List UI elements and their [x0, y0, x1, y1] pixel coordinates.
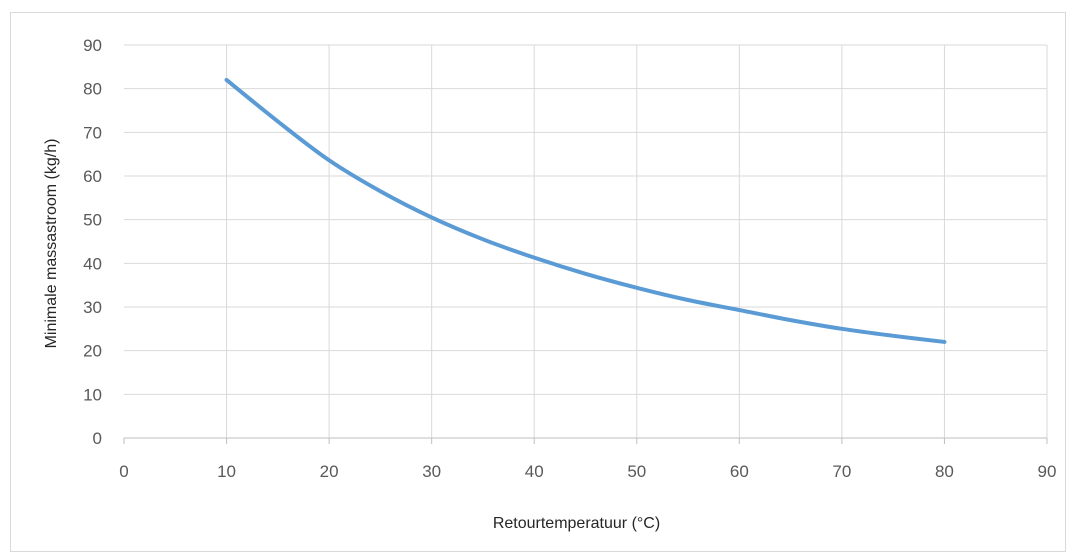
y-tick-label: 10 [83, 385, 102, 404]
y-tick-label: 50 [83, 211, 102, 230]
x-tick-label: 90 [1038, 462, 1057, 481]
x-tick-label: 0 [119, 462, 128, 481]
series-line [224, 77, 947, 344]
gridlines [124, 44, 1048, 438]
x-axis-ticks: 0 10 20 30 40 50 60 70 80 90 [119, 438, 1056, 481]
chart-frame [10, 12, 1066, 552]
x-tick-label: 20 [320, 462, 339, 481]
x-axis-title: Retourtemperatuur (°C) [493, 515, 660, 532]
y-tick-label: 80 [83, 80, 102, 99]
y-tick-label: 30 [83, 298, 102, 317]
y-tick-label: 20 [83, 342, 102, 361]
x-tick-label: 50 [627, 462, 646, 481]
y-tick-label: 0 [93, 429, 102, 448]
y-tick-label: 70 [83, 123, 102, 142]
x-tick-label: 60 [730, 462, 749, 481]
x-tick-label: 30 [422, 462, 441, 481]
y-tick-label: 40 [83, 254, 102, 273]
x-tick-label: 80 [935, 462, 954, 481]
x-tick-label: 10 [217, 462, 236, 481]
x-tick-label: 70 [832, 462, 851, 481]
x-tick-label: 40 [525, 462, 544, 481]
y-axis-title: Minimale massastroom (kg/h) [43, 139, 60, 349]
y-axis-ticks: 0 10 20 30 40 50 60 70 80 90 [83, 36, 102, 448]
y-tick-label: 90 [83, 36, 102, 55]
y-tick-label: 60 [83, 167, 102, 186]
series-group [224, 77, 947, 344]
